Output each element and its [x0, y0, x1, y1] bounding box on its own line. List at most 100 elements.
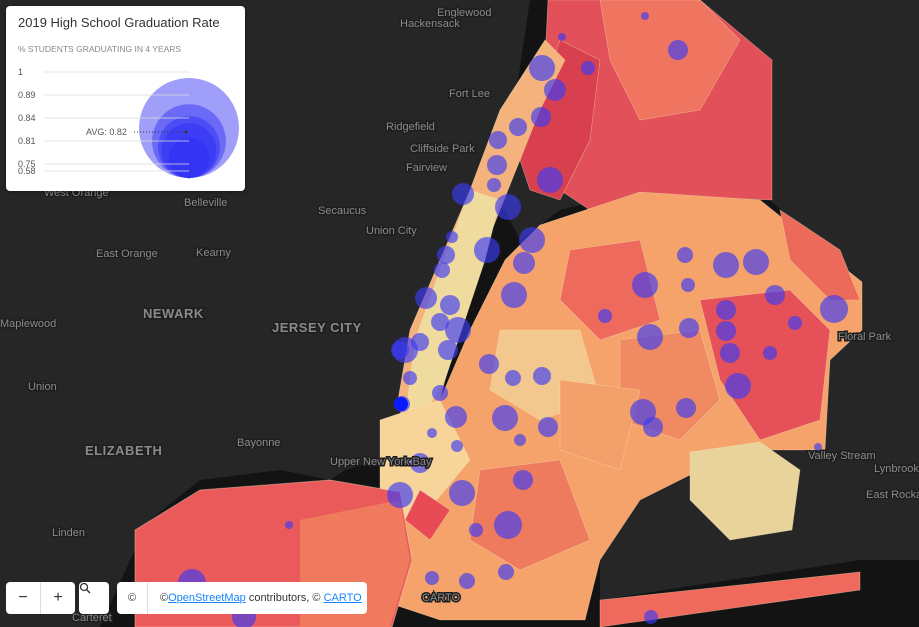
school-circle — [452, 183, 474, 205]
place-label: CARTO — [422, 592, 461, 604]
place-label: Floral Park — [838, 331, 892, 343]
school-circle — [432, 385, 448, 401]
legend-tick-label: 0.89 — [18, 90, 36, 100]
school-circle — [743, 249, 769, 275]
school-circle — [440, 295, 460, 315]
search-icon — [79, 582, 91, 594]
place-label: Maplewood — [0, 318, 56, 330]
attribution: © © OpenStreetMap contributors, © CARTO — [117, 582, 367, 614]
place-label: Linden — [52, 527, 85, 539]
school-circle — [725, 373, 751, 399]
school-circle — [668, 40, 688, 60]
school-circle — [514, 434, 526, 446]
school-circle — [637, 324, 663, 350]
school-circle — [820, 295, 848, 323]
place-label: Upper New York Bay — [330, 456, 432, 468]
place-label: Fairview — [406, 162, 447, 174]
school-circle — [495, 194, 521, 220]
legend-tick-label: 0.84 — [18, 113, 36, 123]
school-circle — [644, 610, 658, 624]
school-circle — [513, 252, 535, 274]
place-label: NEWARK — [143, 306, 204, 321]
school-circle — [492, 405, 518, 431]
place-label: Kearny — [196, 247, 231, 259]
school-circle — [391, 341, 409, 359]
school-circle — [676, 398, 696, 418]
place-label: Englewood — [437, 7, 491, 19]
school-circle — [788, 316, 802, 330]
school-circle — [445, 317, 471, 343]
carto-link[interactable]: CARTO — [323, 592, 362, 604]
attribution-middle: contributors, © — [245, 592, 324, 604]
school-circle — [505, 370, 521, 386]
place-label: Union — [28, 381, 57, 393]
zoom-controls: − + — [6, 582, 75, 614]
legend-tick-label: 0.75 — [18, 159, 36, 169]
school-circle — [469, 523, 483, 537]
zoom-out[interactable]: − — [18, 589, 28, 606]
school-circle — [537, 167, 563, 193]
school-circle — [438, 340, 458, 360]
legend-bubble — [139, 78, 239, 178]
legend-tick-label: 1 — [18, 67, 23, 77]
search-button[interactable] — [79, 582, 109, 614]
place-label: Ridgefield — [386, 121, 435, 133]
school-circle — [814, 443, 822, 451]
legend-bubble — [188, 177, 190, 179]
place-label: Valley Stream — [808, 450, 876, 462]
school-circle — [479, 354, 499, 374]
school-circle — [487, 178, 501, 192]
school-circle — [598, 309, 612, 323]
school-circle — [531, 107, 551, 127]
place-label: Union City — [366, 225, 417, 237]
legend-bubble — [168, 137, 210, 178]
school-circle — [501, 282, 527, 308]
school-circle — [632, 272, 658, 298]
legend: 2019 High School Graduation Rate % STUDE… — [6, 6, 245, 191]
school-circle — [716, 321, 736, 341]
school-circle — [394, 397, 408, 411]
place-label: East Rockaway — [866, 489, 919, 501]
school-circle — [544, 79, 566, 101]
legend-tick-label: 0.58 — [18, 166, 36, 176]
legend-avg-dot — [184, 130, 188, 134]
school-circle — [494, 511, 522, 539]
school-circle — [415, 287, 437, 309]
place-label: Hackensack — [400, 18, 460, 30]
school-circle — [498, 564, 514, 580]
place-label: ELIZABETH — [85, 443, 162, 458]
osm-link[interactable]: OpenStreetMap — [168, 592, 246, 604]
legend-tick-label: 0.81 — [18, 136, 36, 146]
school-circle — [529, 55, 555, 81]
place-label: Bayonne — [237, 437, 280, 449]
school-circle — [387, 482, 413, 508]
school-circle — [445, 406, 467, 428]
school-circle — [713, 252, 739, 278]
attribution-toggle[interactable]: © — [127, 592, 137, 604]
place-label: Belleville — [184, 197, 227, 209]
school-circle — [763, 346, 777, 360]
school-circle — [425, 571, 439, 585]
school-circle — [681, 278, 695, 292]
school-circle — [519, 227, 545, 253]
school-circle — [451, 440, 463, 452]
school-circle — [513, 470, 533, 490]
school-circles — [178, 12, 848, 627]
school-circle — [509, 118, 527, 136]
attribution-prefix: © — [160, 592, 169, 604]
place-label: East Orange — [96, 248, 158, 260]
legend-bubbles: 1 0.89 0.84 0.81 0.750.58 AVG: 0.82 — [18, 67, 239, 179]
legend-avg-label: AVG: 0.82 — [86, 127, 127, 137]
school-circle — [459, 573, 475, 589]
school-circle — [677, 247, 693, 263]
school-circle — [403, 371, 417, 385]
zoom-in[interactable]: + — [53, 589, 63, 606]
school-circle — [285, 521, 293, 529]
school-circle — [489, 131, 507, 149]
school-circle — [487, 155, 507, 175]
place-label: Secaucus — [318, 205, 367, 217]
school-circle — [558, 33, 566, 41]
land-nyc — [369, 0, 863, 627]
